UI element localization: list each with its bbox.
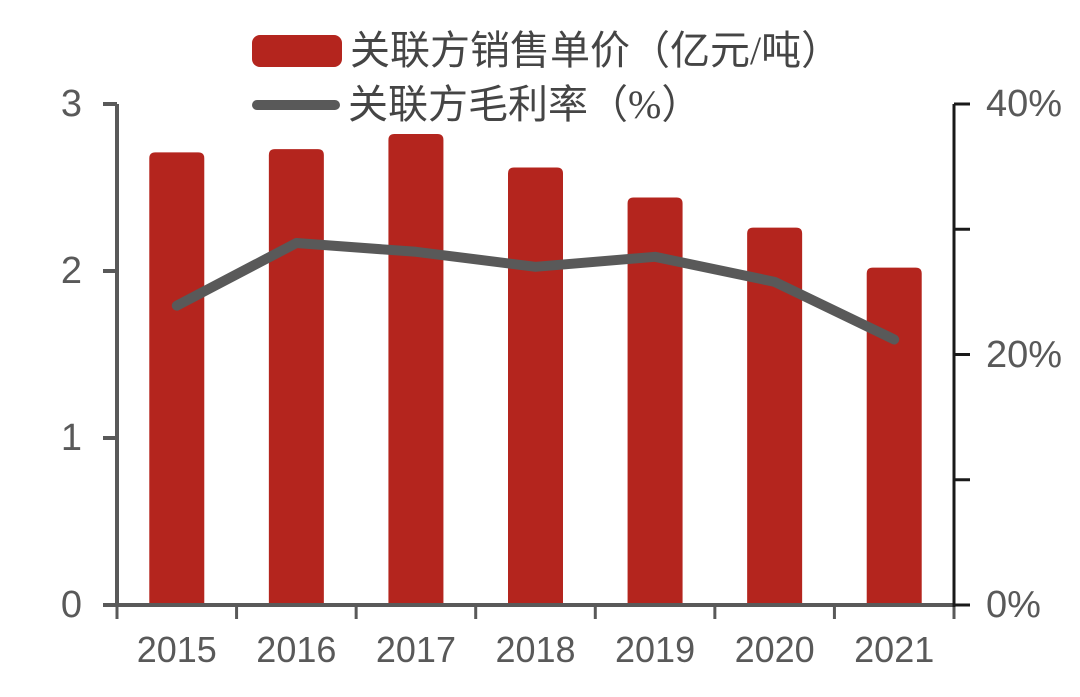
bar <box>388 134 444 605</box>
legend-label-gross-margin: 关联方毛利率（%） <box>348 82 702 127</box>
right-y-axis <box>952 102 970 607</box>
bar <box>149 152 205 605</box>
bar <box>866 267 922 605</box>
bar <box>508 167 563 605</box>
left-axis-tick-label: 2 <box>60 250 82 292</box>
x-axis <box>103 603 956 619</box>
x-axis-category-label: 2018 <box>495 629 576 670</box>
x-axis-category-label: 2017 <box>375 629 456 670</box>
right-axis-tick-label: 20% <box>986 333 1063 376</box>
left-axis-tick-label: 1 <box>60 417 82 459</box>
legend-item-unit-price: 关联方销售单价（亿元/吨） <box>252 24 841 78</box>
legend-bar-swatch <box>252 35 342 67</box>
bar <box>268 149 324 605</box>
x-axis-category-label: 2015 <box>136 629 217 670</box>
legend: 关联方销售单价（亿元/吨） 关联方毛利率（%） <box>252 24 841 132</box>
bar-series <box>149 134 922 605</box>
legend-label-unit-price: 关联方销售单价（亿元/吨） <box>350 28 842 73</box>
bar <box>627 197 683 605</box>
legend-item-gross-margin: 关联方毛利率（%） <box>252 78 841 132</box>
bar <box>747 227 803 605</box>
right-axis-tick-label: 0% <box>986 584 1041 626</box>
x-axis-category-label: 2020 <box>734 629 815 670</box>
gross-margin-line <box>171 238 900 345</box>
left-axis-tick-label: 0 <box>60 584 82 626</box>
left-axis-tick-label: 3 <box>60 83 82 125</box>
left-y-axis <box>103 102 119 607</box>
legend-line-swatch <box>252 100 340 110</box>
x-axis-category-label: 2021 <box>854 629 935 670</box>
right-axis-tick-label: 40% <box>986 83 1063 125</box>
x-axis-category-label: 2016 <box>256 629 337 670</box>
x-axis-category-label: 2019 <box>615 629 696 670</box>
